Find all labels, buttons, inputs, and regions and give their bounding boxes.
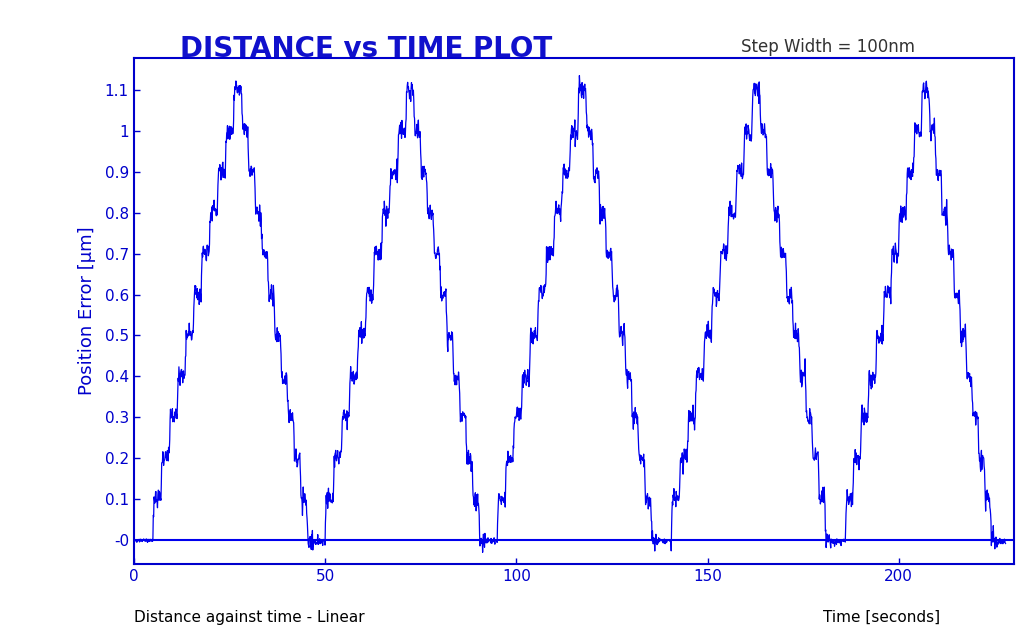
Text: Time [seconds]: Time [seconds] [823, 610, 941, 625]
Text: DISTANCE vs TIME PLOT: DISTANCE vs TIME PLOT [180, 35, 553, 63]
Y-axis label: Position Error [µm]: Position Error [µm] [78, 226, 97, 395]
Text: Step Width = 100nm: Step Width = 100nm [741, 38, 915, 56]
Text: Distance against time - Linear: Distance against time - Linear [134, 610, 364, 625]
